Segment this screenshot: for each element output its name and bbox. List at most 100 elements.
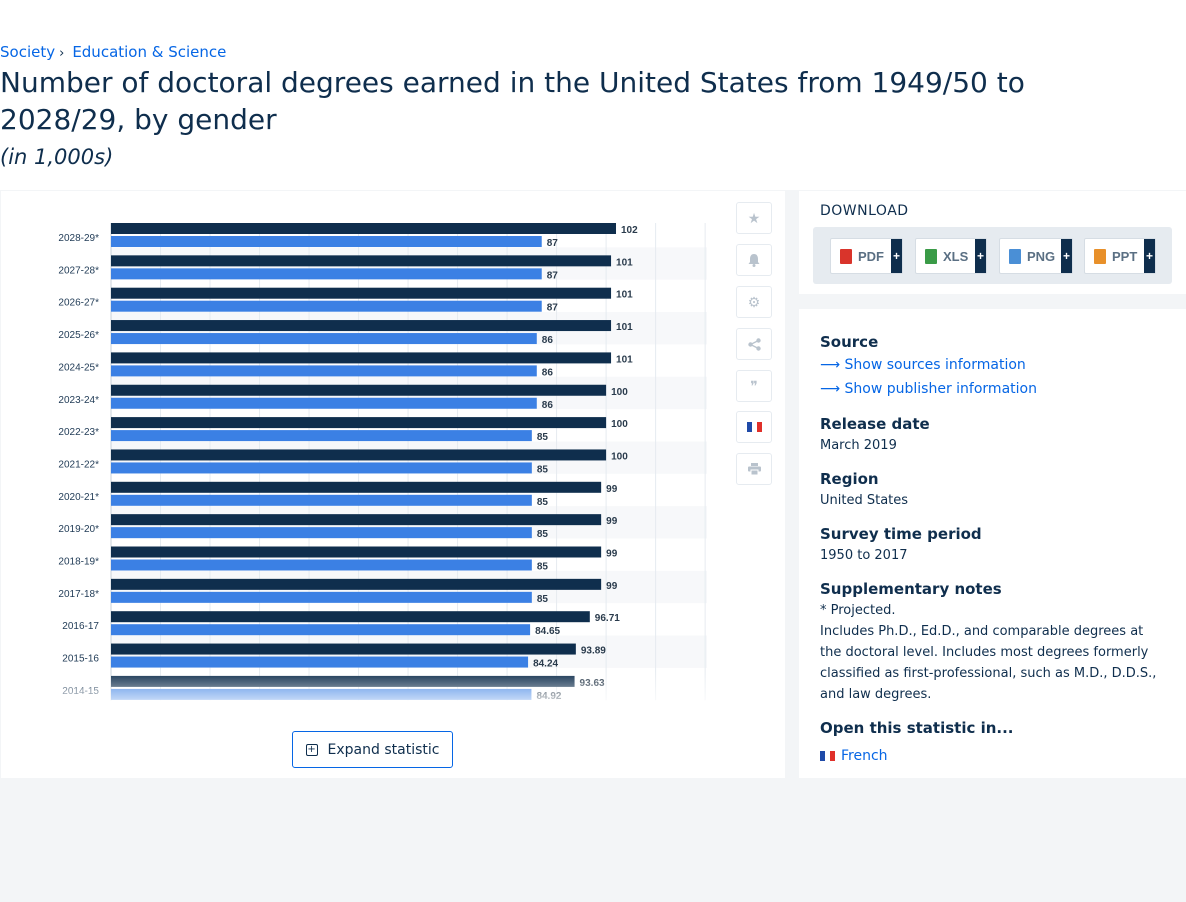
data-label: 87 [547,238,559,249]
category-label: 2025-26* [58,330,99,341]
french-flag-icon [820,751,835,761]
download-xls-label: XLS [943,248,969,264]
bar [111,656,529,668]
data-label: 85 [537,529,549,540]
quote-icon[interactable]: ❞ [736,370,772,402]
bar [111,397,537,409]
bar [111,255,612,267]
data-label: 85 [537,562,549,573]
bar [111,430,532,442]
download-xls-button[interactable]: XLS + [915,238,987,274]
data-label: 101 [616,290,633,301]
bell-icon[interactable] [736,244,772,276]
arrow-right-icon: ⟶ [820,357,845,373]
release-date-value: March 2019 [820,438,897,453]
bar [111,365,537,377]
bar [111,578,602,590]
data-label: 85 [537,594,549,605]
data-label: 96.71 [595,613,620,624]
data-label: 99 [606,516,618,527]
data-label: 99 [606,581,618,592]
gear-icon[interactable]: ⚙ [736,286,772,318]
category-label: 2020-21* [58,492,99,503]
bar [111,462,532,474]
show-sources-label: Show sources information [844,357,1026,373]
bar [111,236,542,247]
breadcrumb-item-education-science[interactable]: Education & Science [72,43,227,61]
category-label: 2027-28* [58,265,99,276]
bar [111,494,532,506]
data-label: 93.89 [581,646,606,657]
bar-chart: 2028-29* 102 87 2027-28* 101 87 2026-27* 101 87 2… [1,223,721,711]
bar [111,287,612,299]
data-label: 102 [621,225,638,236]
chart-card: 2028-29* 102 87 2027-28* 101 87 2026-27* 101 87 2… [1,191,785,778]
show-publisher-link[interactable]: ⟶ Show publisher information [820,381,1037,397]
open-in-french-link[interactable]: French [820,748,888,764]
bar [111,611,590,623]
data-label: 85 [537,497,549,508]
flag-icon[interactable] [736,411,772,443]
category-label: 2026-27* [58,298,99,309]
bar [111,268,542,280]
data-label: 86 [542,367,554,378]
open-statistic-label: Open this statistic in... [820,719,1014,737]
bar [111,481,602,493]
source-label: Source [820,333,879,351]
breadcrumb: Society › Education & Science [0,43,226,61]
category-label: 2022-23* [58,427,99,438]
print-icon[interactable] [736,453,772,485]
data-label: 85 [537,432,549,443]
page-title: Number of doctoral degrees earned in the… [0,66,1025,136]
notes-projected: * Projected. [820,603,896,618]
bar [111,514,602,526]
expand-statistic-button[interactable]: + Expand statistic [292,731,453,768]
category-label: 2021-22* [58,459,99,470]
bar [111,591,532,603]
download-pdf-label: PDF [858,248,884,264]
breadcrumb-item-society[interactable]: Society [0,43,56,61]
expand-icon: + [305,743,318,756]
data-label: 84.24 [533,659,558,670]
data-label: 86 [542,335,554,346]
supplementary-notes: * Projected. Includes Ph.D., Ed.D., and … [820,600,1165,705]
download-ppt-button[interactable]: PPT + [1084,238,1156,274]
supplementary-notes-label: Supplementary notes [820,580,1002,598]
survey-period-value: 1950 to 2017 [820,548,908,563]
bar [111,223,617,234]
bar [111,352,612,364]
xls-file-icon [925,248,937,264]
pdf-file-icon [840,248,852,264]
data-label: 101 [616,322,633,333]
info-card [799,309,1186,778]
download-pdf-button[interactable]: PDF + [830,238,903,274]
bar [111,384,607,396]
data-label: 85 [537,464,549,475]
data-label: 84.65 [535,626,560,637]
data-label: 99 [606,484,618,495]
category-label: 2015-16 [62,654,99,665]
bar [111,300,542,312]
region-value: United States [820,493,909,508]
show-publisher-label: Show publisher information [844,381,1037,397]
bar [111,559,532,571]
share-icon[interactable] [736,328,772,360]
category-label: 2028-29* [58,233,99,244]
download-png-label: PNG [1027,248,1056,264]
data-label: 101 [616,354,633,365]
category-label: 2018-19* [58,557,99,568]
star-icon[interactable]: ★ [736,202,772,234]
show-sources-link[interactable]: ⟶ Show sources information [820,357,1026,373]
data-label: 86 [542,400,554,411]
plus-icon: + [1144,239,1155,273]
download-title: DOWNLOAD [820,203,909,219]
bar [111,333,537,345]
region-label: Region [820,470,879,488]
category-label: 2019-20* [58,524,99,535]
download-png-button[interactable]: PNG + [999,238,1073,274]
plus-icon: + [975,239,986,273]
open-in-french-label: French [841,748,888,764]
notes-text: Includes Ph.D., Ed.D., and comparable de… [820,624,1157,702]
download-ppt-label: PPT [1112,248,1138,264]
header-band [0,0,1186,190]
